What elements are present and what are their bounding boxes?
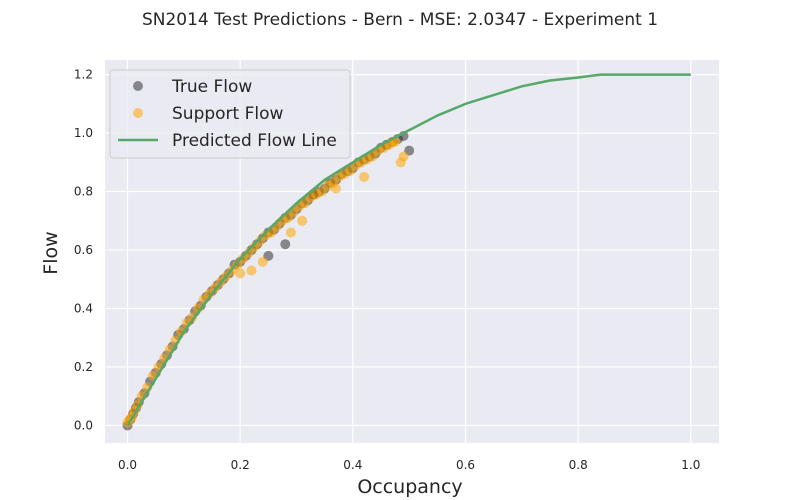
y-tick-label: 0.2 (74, 360, 93, 374)
tick-labels: 0.0 0.2 0.4 0.6 0.8 1.0 0.0 0.2 0.4 0.6 0.8 1.0 1.2 (74, 68, 700, 472)
y-tick-label: 1.2 (74, 68, 93, 82)
support-flow-point (285, 227, 296, 238)
x-tick-label: 0.8 (569, 458, 588, 472)
y-tick-label: 0.4 (74, 302, 93, 316)
y-tick-label: 0.8 (74, 185, 93, 199)
true-flow-point (280, 239, 291, 250)
y-tick-label: 0.0 (74, 418, 93, 432)
support-flow-point (359, 171, 370, 182)
legend-marker-support-flow (133, 108, 143, 118)
y-tick-label: 1.0 (74, 126, 93, 140)
support-flow-point (297, 215, 308, 226)
y-tick-label: 0.6 (74, 243, 93, 257)
predicted-flow-line (126, 73, 691, 427)
support-flow-point (246, 265, 257, 276)
x-tick-label: 0.6 (456, 458, 475, 472)
support-flow-point (235, 268, 246, 279)
chart-title: SN2014 Test Predictions - Bern - MSE: 2.… (142, 10, 658, 30)
legend-label-true-flow: True Flow (171, 77, 252, 97)
x-tick-label: 1.0 (681, 458, 700, 472)
x-tick-label: 0.4 (343, 458, 362, 472)
series-layer (122, 73, 691, 431)
series-support-flow (122, 136, 409, 428)
support-flow-point (330, 183, 341, 194)
x-tick-label: 0.0 (118, 458, 137, 472)
legend-marker-true-flow (133, 81, 143, 91)
legend: True Flow Support Flow Predicted Flow Li… (109, 69, 351, 159)
y-axis-label: Flow (40, 231, 62, 274)
legend-label-predicted-flow-line: Predicted Flow Line (172, 131, 337, 151)
legend-label-support-flow: Support Flow (172, 104, 284, 124)
legend-box (109, 69, 351, 159)
support-flow-point (398, 151, 409, 162)
x-axis-label: Occupancy (357, 476, 462, 498)
support-flow-point (257, 256, 268, 267)
x-tick-label: 0.2 (231, 458, 250, 472)
support-flow-point (187, 312, 198, 323)
